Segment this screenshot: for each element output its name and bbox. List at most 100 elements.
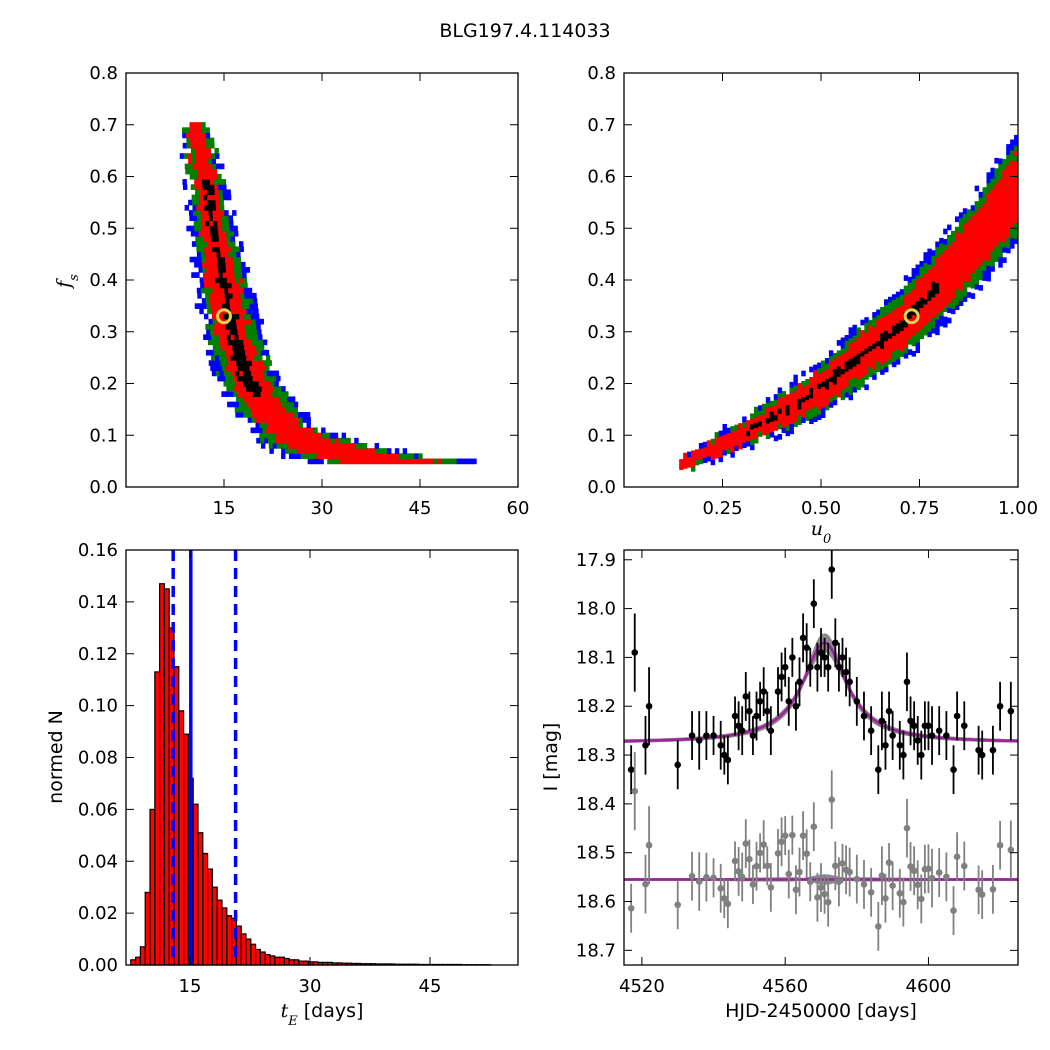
posterior-cell	[903, 352, 909, 359]
posterior-cell	[793, 374, 798, 381]
posterior-cell	[229, 225, 234, 232]
posterior-cell	[907, 297, 913, 304]
posterior-cell	[247, 411, 252, 418]
posterior-cell	[247, 318, 253, 325]
posterior-cell	[683, 463, 688, 469]
residual-point	[674, 901, 682, 909]
posterior-cell	[864, 384, 869, 391]
posterior-cell	[1010, 222, 1015, 228]
posterior-cell	[860, 376, 865, 383]
p2-xtick-label: 1.00	[998, 498, 1038, 519]
posterior-cell	[702, 452, 708, 458]
posterior-cell	[986, 265, 991, 272]
posterior-cell	[215, 204, 221, 211]
posterior-cell	[939, 320, 944, 327]
posterior-cell	[939, 243, 944, 249]
posterior-cell	[260, 375, 265, 382]
posterior-cell	[864, 374, 869, 380]
posterior-cell	[911, 340, 917, 347]
posterior-cell	[209, 179, 215, 185]
posterior-cell	[931, 301, 936, 308]
posterior-cell	[225, 267, 231, 273]
posterior-cell	[801, 396, 806, 403]
posterior-cell	[226, 303, 231, 309]
posterior-cell	[1014, 140, 1019, 146]
posterior-cell	[978, 264, 984, 270]
posterior-cell	[238, 277, 244, 284]
posterior-cell	[923, 303, 928, 310]
posterior-cell	[742, 416, 747, 423]
posterior-cell	[263, 396, 268, 403]
posterior-cell	[1002, 241, 1007, 248]
posterior-cell	[789, 418, 794, 424]
ticks-bottom-left: 15 30 450.000.020.040.060.080.100.120.140.…	[78, 540, 518, 997]
posterior-cell	[986, 193, 991, 199]
posterior-cell	[256, 375, 261, 382]
posterior-cell	[1002, 247, 1007, 253]
p2-ytick-label: 0.1	[587, 425, 616, 446]
posterior-cell	[974, 221, 980, 228]
posterior-cell	[226, 236, 232, 242]
posterior-cell	[181, 127, 187, 134]
posterior-cell	[206, 142, 211, 149]
posterior-cell	[379, 453, 384, 460]
posterior-cell	[236, 375, 242, 382]
posterior-cell	[698, 448, 704, 454]
posterior-cell	[199, 241, 205, 247]
posterior-cell	[951, 308, 956, 315]
data-point	[978, 751, 986, 759]
posterior-cell	[864, 322, 869, 329]
posterior-cell	[887, 332, 893, 339]
posterior-cell	[990, 224, 995, 231]
posterior-cell	[252, 349, 258, 356]
posterior-cell	[958, 269, 964, 275]
posterior-cell	[927, 295, 932, 301]
posterior-cell	[289, 401, 295, 408]
posterior-cell	[746, 420, 751, 426]
residual-point	[914, 881, 922, 889]
posterior-cell	[228, 360, 233, 366]
posterior-cell	[931, 281, 936, 287]
posterior-cell	[714, 442, 720, 449]
xlabel-u0: u0	[811, 518, 832, 547]
p3-ytick-label: 0.16	[78, 540, 118, 561]
posterior-cell	[293, 427, 299, 434]
posterior-cell	[947, 276, 952, 283]
posterior-cell	[1006, 226, 1011, 233]
posterior-cell	[710, 449, 716, 455]
posterior-cell	[185, 168, 190, 175]
posterior-cell	[189, 168, 194, 175]
posterior-cell	[215, 241, 220, 247]
posterior-cell	[777, 434, 783, 440]
posterior-cell	[962, 296, 968, 302]
posterior-cell	[824, 404, 830, 411]
posterior-cell	[283, 396, 288, 403]
posterior-cell	[958, 279, 964, 286]
posterior-cell	[440, 458, 446, 465]
data-point	[953, 712, 961, 720]
posterior-cell	[970, 256, 976, 263]
posterior-cell	[998, 158, 1003, 165]
residual-point	[828, 796, 836, 803]
posterior-cell	[216, 251, 221, 258]
posterior-cells-tE	[179, 122, 477, 465]
posterior-cell	[227, 401, 232, 408]
posterior-cell	[884, 340, 889, 347]
posterior-cell	[213, 173, 218, 180]
data-point	[889, 732, 896, 739]
posterior-cell	[777, 387, 783, 394]
posterior-cell	[943, 280, 948, 287]
posterior-cell	[285, 427, 291, 434]
posterior-cell	[217, 173, 222, 180]
posterior-cell	[903, 342, 909, 349]
residual-point	[645, 841, 653, 849]
posterior-cell	[285, 448, 290, 454]
p3-ytick-label: 0.10	[78, 696, 118, 717]
posterior-cell	[954, 268, 960, 274]
posterior-cell	[228, 215, 234, 221]
posterior-cell	[994, 235, 999, 242]
posterior-cell	[193, 256, 198, 263]
posterior-cell	[813, 411, 818, 417]
posterior-cell	[817, 414, 822, 421]
data-point	[631, 649, 639, 656]
